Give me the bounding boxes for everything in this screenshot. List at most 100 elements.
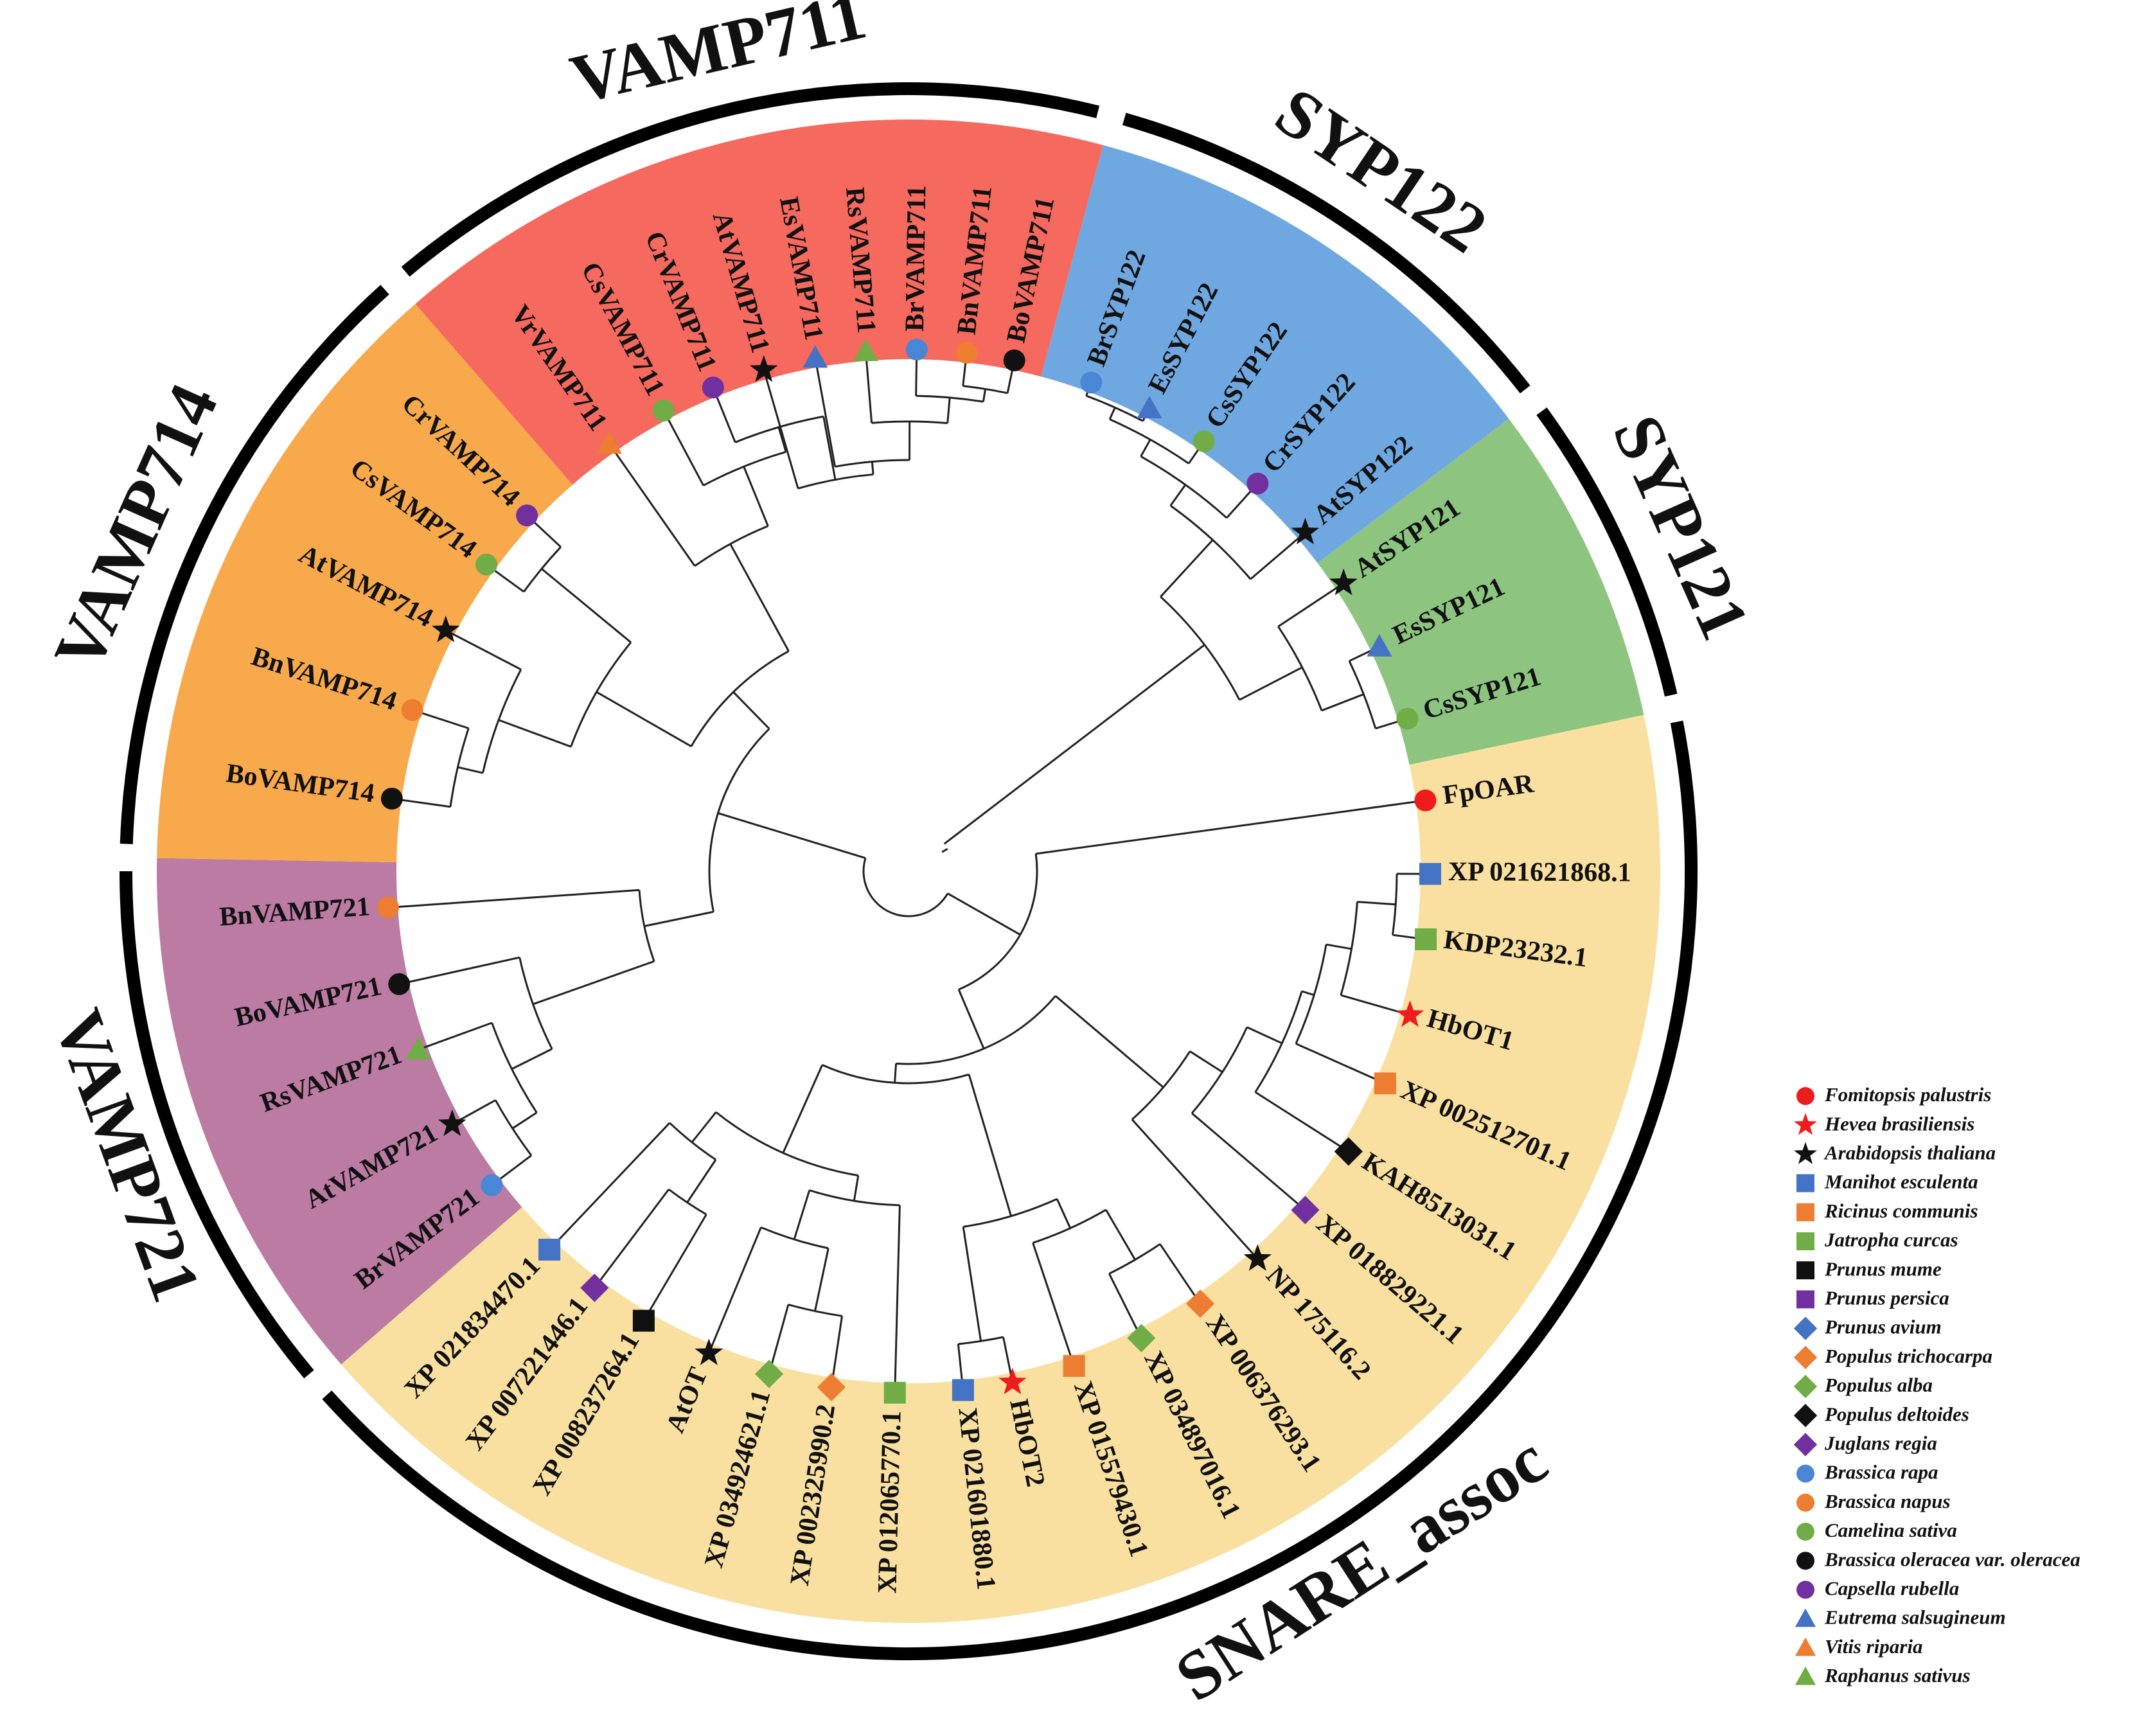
tree-branch: [777, 427, 787, 452]
tree-branch: [457, 766, 483, 774]
species-legend: Fomitopsis palustris Hevea brasiliensis Ar…: [1793, 1083, 2080, 1687]
leaf-marker-rsvamp721: [405, 1037, 431, 1060]
legend-label-populus-alba: Populus alba: [1824, 1374, 1933, 1396]
tree-branch: [498, 719, 572, 748]
tree-branch: [946, 397, 951, 423]
legend-marker-manihot-esculenta: [1796, 1174, 1814, 1192]
tree-branch: [813, 1248, 829, 1312]
tree-branch: [643, 1214, 707, 1322]
leaf-marker-atot: [695, 1338, 723, 1365]
tree-branch: [763, 369, 799, 489]
tree-branch: [732, 691, 770, 730]
leaf-marker-hbot1: [1396, 1000, 1424, 1027]
leaf-marker-bovamp711: [1003, 349, 1025, 371]
root-stub: [941, 847, 948, 853]
legend-label-brassica-napus: Brassica napus: [1824, 1490, 1951, 1512]
legend-label-ricinus-communis: Ricinus communis: [1824, 1200, 1978, 1222]
clade-label-vamp711: VAMP711: [564, 0, 873, 118]
leaf-marker-xp-002512701-1: [1374, 1072, 1396, 1095]
legend-marker-capsella-rubella: [1796, 1581, 1814, 1599]
tree-branch: [1159, 1243, 1202, 1305]
legend-label-prunus-mume: Prunus mume: [1824, 1257, 1942, 1280]
legend-label-brassica-rapa: Brassica rapa: [1824, 1461, 1938, 1484]
leaf-marker-crvamp714: [516, 504, 538, 527]
legend-label-populus-deltoides: Populus deltoides: [1824, 1403, 1969, 1425]
legend-label-vitis-riparia: Vitis riparia: [1825, 1635, 1922, 1658]
legend-label-prunus-persica: Prunus persica: [1824, 1287, 1949, 1309]
tree-branch: [1357, 901, 1396, 906]
tree-branch: [1326, 943, 1352, 950]
tree-branch: [662, 410, 705, 486]
tree-branch: [1277, 582, 1344, 628]
tree-branch: [1040, 644, 1205, 771]
tree-branch: [1108, 407, 1116, 420]
leaf-marker-bnvamp711: [955, 342, 978, 364]
tree-branch: [1160, 567, 1187, 598]
tree-arc: [481, 669, 522, 774]
leaf-marker-kdp23232-1: [1415, 928, 1437, 950]
tree-branch: [871, 461, 874, 475]
legend-marker-juglans-regia: [1793, 1433, 1818, 1457]
leaf-marker-hbot2: [998, 1367, 1027, 1395]
legend-marker-fomitopsis-palustris: [1796, 1087, 1814, 1105]
arc-syp121: [1536, 407, 1678, 697]
tree-branch: [445, 629, 522, 671]
tree-branch: [1246, 1026, 1282, 1045]
tree-branch: [686, 1159, 717, 1203]
leaf-marker-xp-021834470-1: [538, 1239, 561, 1261]
leaf-label-xp-012065770-1: XP 012065770.1: [873, 1410, 907, 1594]
legend-label-brassica-oleracea-var-oleracea: Brassica oleracea var. oleracea: [1824, 1548, 2080, 1570]
legend-label-arabidopsis-thaliana: Arabidopsis thaliana: [1823, 1142, 1996, 1164]
arc-snare-assoc: [322, 720, 1698, 1660]
legend-label-fomitopsis-palustris: Fomitopsis palustris: [1824, 1083, 1991, 1106]
tree-branch: [814, 357, 837, 467]
leaf-marker-brsyp122: [1080, 371, 1103, 394]
arc-vamp721: [120, 871, 314, 1379]
tree-branch: [594, 1189, 670, 1289]
leaf-marker-xp-021601880-1: [952, 1379, 974, 1401]
tree-arc: [760, 1226, 829, 1250]
legend-label-populus-trichocarpa: Populus trichocarpa: [1824, 1345, 1992, 1367]
tree-branch: [1191, 1112, 1306, 1211]
legend-marker-arabidopsis-thaliana: [1794, 1142, 1817, 1164]
leaf-marker-crsyp122: [1246, 472, 1269, 495]
tree-branch: [1056, 1198, 1072, 1229]
leaf-label-brvamp711: BrVAMP711: [900, 185, 932, 332]
legend-label-prunus-avium: Prunus avium: [1824, 1316, 1942, 1338]
tree-branch: [1131, 1119, 1259, 1260]
leaf-marker-xp-034924621-1: [754, 1360, 784, 1388]
tree-branch: [718, 812, 866, 860]
tree-branch: [962, 1227, 982, 1342]
clade-arcs: [120, 82, 1698, 1660]
tree-arc: [1191, 1027, 1248, 1114]
tree-branch: [1032, 1243, 1076, 1367]
leaf-marker-bovamp714: [380, 787, 403, 810]
tree-branches: [387, 350, 1430, 1393]
tree-branch: [1169, 484, 1187, 506]
tree-branch: [864, 351, 873, 423]
leaf-marker-atvamp714: [431, 616, 460, 642]
tree-branch: [511, 1112, 538, 1129]
tree-branch: [894, 1205, 901, 1393]
tree-arc: [715, 1111, 859, 1177]
tree-branch: [398, 956, 520, 986]
legend-label-camelina-sativa: Camelina sativa: [1825, 1519, 1957, 1541]
leaf-marker-cssyp122: [1193, 430, 1215, 452]
leaf-label-xp-021621868-1: XP 021621868.1: [1448, 857, 1631, 887]
tree-branch: [596, 691, 659, 729]
leaf-marker-xp-018829221-1: [1291, 1196, 1320, 1225]
legend-label-juglans-regia: Juglans regia: [1824, 1432, 1937, 1455]
tree-branch: [511, 1048, 553, 1070]
tree-arc: [862, 858, 949, 917]
tree-branch: [822, 416, 837, 480]
tree-branch: [982, 389, 987, 402]
tree-branch: [691, 1112, 717, 1143]
legend-marker-vitis-riparia: [1795, 1637, 1816, 1656]
legend-marker-prunus-persica: [1796, 1290, 1814, 1309]
leaf-marker-xp-008237264-1: [632, 1309, 655, 1332]
tree-branch: [707, 1227, 762, 1354]
leaf-marker-rsvamp711: [853, 339, 879, 362]
tree-branch: [894, 1063, 898, 1083]
leaf-marker-atsyp121: [1329, 568, 1358, 596]
